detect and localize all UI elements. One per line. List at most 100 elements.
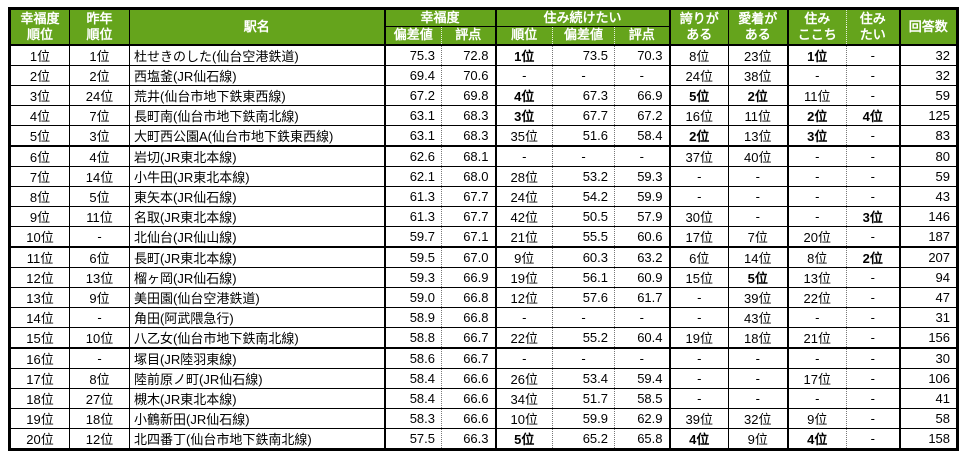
cell-attachment-rank: 18位: [728, 327, 788, 349]
cell-comfort-rank: 3位: [786, 125, 847, 147]
cell-comfort-rank: 4位: [786, 428, 847, 450]
cell-continue-rank: -: [494, 347, 553, 369]
cell-continue-score: 60.6: [614, 226, 670, 248]
cell-happiness-deviation: 69.4: [383, 65, 442, 86]
cell-attachment-rank: -: [728, 368, 788, 389]
cell-pride-rank: -: [668, 166, 729, 187]
cell-responses: 106: [898, 368, 958, 389]
cell-continue-score: 67.2: [614, 105, 670, 126]
cell-continue-rank: 22位: [494, 327, 553, 349]
cell-continue-score: 59.4: [614, 368, 670, 389]
cell-happiness-score: 68.3: [440, 125, 496, 147]
cell-want-to-live-rank: -: [846, 226, 900, 248]
cell-responses: 156: [898, 327, 958, 349]
header-attachment: 愛着が ある: [728, 8, 788, 45]
cell-happiness-rank: 11位: [9, 246, 70, 268]
cell-happiness-score: 66.6: [440, 388, 496, 409]
cell-want-to-live-rank: -: [846, 287, 900, 308]
cell-want-to-live-rank: -: [846, 125, 900, 147]
cell-last-year-rank: -: [69, 307, 130, 328]
cell-continue-deviation: 50.5: [552, 206, 615, 227]
cell-last-year-rank: 13位: [69, 267, 130, 288]
cell-attachment-rank: 7位: [728, 226, 788, 248]
cell-station-name: 西塩釜(JR仙石線): [129, 65, 385, 86]
cell-last-year-rank: 2位: [69, 65, 130, 86]
cell-want-to-live-rank: -: [846, 65, 900, 86]
cell-station-name: 名取(JR東北本線): [129, 206, 385, 227]
table-row: 5位 3位 大町西公園A(仙台市地下鉄東西線) 63.1 68.3 35位 51.6 58.4…: [9, 125, 958, 147]
cell-continue-score: 62.9: [614, 408, 670, 429]
cell-responses: 94: [898, 267, 958, 288]
cell-responses: 41: [898, 388, 958, 409]
cell-continue-rank: 34位: [494, 388, 553, 409]
cell-happiness-rank: 5位: [9, 125, 70, 147]
cell-continue-deviation: 67.7: [552, 105, 615, 126]
station-happiness-ranking-table: 幸福度 順位 昨年 順位 駅名 幸福度 住み続けたい 誇りが ある 愛着が ある…: [8, 7, 960, 451]
cell-attachment-rank: -: [728, 166, 788, 187]
cell-last-year-rank: -: [69, 347, 130, 369]
cell-happiness-score: 66.7: [440, 347, 496, 369]
cell-want-to-live-rank: -: [846, 145, 900, 167]
cell-happiness-deviation: 59.5: [383, 246, 442, 268]
cell-happiness-deviation: 58.8: [383, 327, 442, 349]
cell-continue-score: 70.3: [614, 43, 670, 66]
cell-happiness-deviation: 58.4: [383, 368, 442, 389]
cell-responses: 32: [898, 43, 958, 66]
cell-happiness-deviation: 75.3: [383, 43, 442, 66]
cell-want-to-live-rank: -: [846, 368, 900, 389]
header-pride: 誇りが ある: [668, 8, 729, 45]
table-row: 2位 2位 西塩釜(JR仙石線) 69.4 70.6- - -24位 38位 - -32: [9, 65, 958, 86]
cell-happiness-rank: 7位: [9, 166, 70, 187]
cell-continue-deviation: 51.7: [552, 388, 615, 409]
table-row: 3位 24位 荒井(仙台市地下鉄東西線) 67.2 69.8 4位 67.3 66.9 5位 2位…: [9, 85, 958, 106]
cell-want-to-live-rank: -: [846, 428, 900, 450]
cell-pride-rank: 2位: [668, 125, 729, 147]
cell-last-year-rank: 5位: [69, 186, 130, 207]
cell-happiness-deviation: 59.3: [383, 267, 442, 288]
cell-responses: 32: [898, 65, 958, 86]
cell-happiness-score: 67.1: [440, 226, 496, 248]
cell-last-year-rank: 6位: [69, 246, 130, 268]
cell-happiness-score: 69.8: [440, 85, 496, 106]
cell-pride-rank: 37位: [668, 145, 729, 167]
cell-happiness-deviation: 57.5: [383, 428, 442, 450]
cell-want-to-live-rank: -: [846, 307, 900, 328]
cell-want-to-live-rank: -: [846, 388, 900, 409]
header-row-groups: 幸福度 順位 昨年 順位 駅名 幸福度 住み続けたい 誇りが ある 愛着が ある…: [9, 8, 958, 45]
cell-happiness-score: 72.8: [440, 43, 496, 66]
cell-happiness-score: 68.0: [440, 166, 496, 187]
cell-continue-score: -: [614, 307, 670, 328]
cell-comfort-rank: 2位: [786, 105, 847, 126]
cell-pride-rank: 6位: [668, 246, 729, 268]
cell-want-to-live-rank: -: [846, 186, 900, 207]
cell-happiness-rank: 13位: [9, 287, 70, 308]
cell-comfort-rank: 22位: [786, 287, 847, 308]
table-row: 1位 1位 杜せきのした(仙台空港鉄道) 75.3 72.8 1位 73.5 70.3 8位 23…: [9, 43, 958, 66]
cell-continue-score: 57.9: [614, 206, 670, 227]
header-happiness-deviation: 偏差値: [383, 26, 442, 45]
cell-pride-rank: 19位: [668, 327, 729, 349]
cell-happiness-rank: 6位: [9, 145, 70, 167]
cell-continue-rank: 1位: [494, 43, 553, 66]
cell-station-name: 塚目(JR陸羽東線): [129, 347, 385, 369]
cell-want-to-live-rank: -: [846, 85, 900, 106]
cell-responses: 158: [898, 428, 958, 450]
cell-happiness-score: 67.0: [440, 246, 496, 268]
cell-attachment-rank: -: [728, 206, 788, 227]
cell-happiness-rank: 19位: [9, 408, 70, 429]
cell-pride-rank: -: [668, 347, 729, 369]
header-happiness-score: 評点: [440, 26, 496, 45]
cell-continue-deviation: 51.6: [552, 125, 615, 147]
cell-want-to-live-rank: -: [846, 347, 900, 369]
cell-continue-rank: 24位: [494, 186, 553, 207]
cell-continue-score: -: [614, 347, 670, 369]
cell-station-name: 長町(JR東北本線): [129, 246, 385, 268]
cell-continue-deviation: 57.6: [552, 287, 615, 308]
cell-station-name: 荒井(仙台市地下鉄東西線): [129, 85, 385, 106]
cell-continue-deviation: 54.2: [552, 186, 615, 207]
cell-happiness-rank: 20位: [9, 428, 70, 450]
cell-continue-score: 59.9: [614, 186, 670, 207]
cell-station-name: 北仙台(JR仙山線): [129, 226, 385, 248]
cell-continue-rank: 19位: [494, 267, 553, 288]
cell-pride-rank: -: [668, 186, 729, 207]
